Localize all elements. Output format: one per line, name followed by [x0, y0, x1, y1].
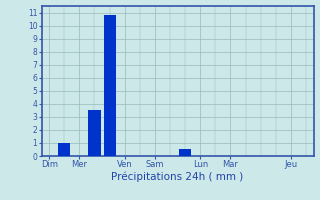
Bar [58, 143, 70, 156]
X-axis label: Précipitations 24h ( mm ): Précipitations 24h ( mm ) [111, 172, 244, 182]
Bar [179, 149, 191, 156]
Bar [104, 15, 116, 156]
Bar [88, 110, 100, 156]
